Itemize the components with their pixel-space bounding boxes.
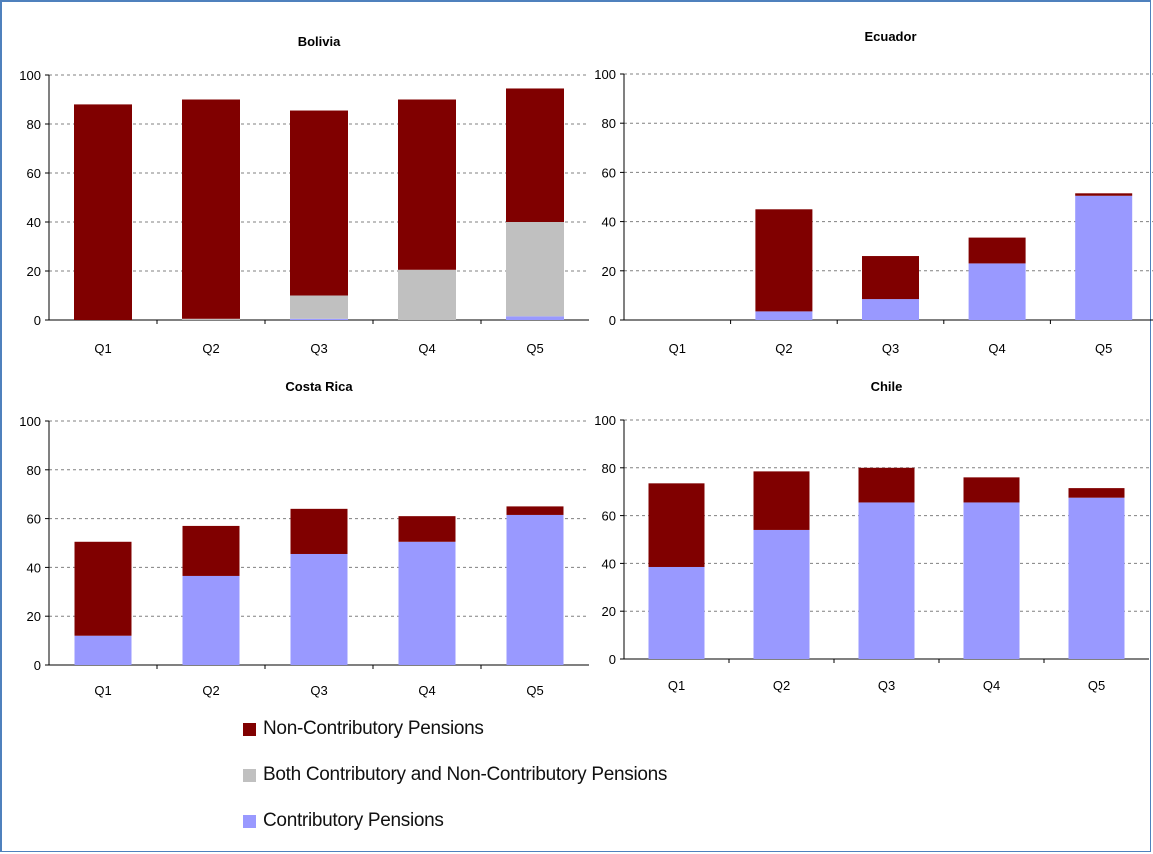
bar-costa-rica-q2-non-contributory [182,525,240,576]
x-tick-label-chile: Q2 [773,678,790,693]
x-tick-label-ecuador: Q1 [669,341,686,356]
legend-swatch-non-contributory [243,723,256,736]
x-tick-label-chile: Q5 [1088,678,1105,693]
bar-bolivia-q4-non-contributory [398,99,456,270]
y-tick-label-chile: 80 [602,461,616,476]
bar-chile-q2-contributory [753,529,810,659]
bar-costa-rica-q3-contributory [290,553,348,665]
bar-bolivia-q5-contributory [506,316,564,320]
bar-ecuador-q4-contributory [968,263,1026,320]
chart-title-ecuador: Ecuador [864,29,916,44]
bar-chile-q1-contributory [648,566,705,659]
bar-chile-q1-non-contributory [648,483,705,567]
x-tick-label-bolivia: Q5 [526,341,543,356]
bar-costa-rica-q1-non-contributory [74,541,132,636]
y-tick-label-costa-rica: 100 [19,414,41,429]
x-tick-label-costa-rica: Q3 [310,683,327,698]
y-tick-label-ecuador: 40 [602,215,616,230]
y-tick-label-chile: 60 [602,509,616,524]
y-tick-label-chile: 20 [602,604,616,619]
legend-label-contributory: Contributory Pensions [263,810,444,831]
y-tick-label-bolivia: 80 [27,117,41,132]
y-tick-label-costa-rica: 80 [27,463,41,478]
y-tick-label-chile: 100 [594,413,616,428]
y-tick-label-bolivia: 0 [34,313,41,328]
legend-label-non-contributory: Non-Contributory Pensions [263,718,484,739]
y-tick-label-ecuador: 60 [602,165,616,180]
y-tick-label-chile: 40 [602,556,616,571]
bar-bolivia-q5-both [506,222,564,317]
bar-chile-q4-non-contributory [963,477,1020,503]
x-tick-label-chile: Q1 [668,678,685,693]
y-tick-label-bolivia: 40 [27,215,41,230]
bar-chile-q5-non-contributory [1068,488,1125,498]
chart-chile: Chile 0 20 40 60 80 100 Q1 Q2 Q3 Q4 Q5 [594,379,1149,693]
chart-title-bolivia: Bolivia [298,34,341,49]
x-tick-label-costa-rica: Q2 [202,683,219,698]
x-tick-label-costa-rica: Q5 [526,683,543,698]
y-tick-label-bolivia: 20 [27,264,41,279]
bar-costa-rica-q5-contributory [506,514,564,665]
bar-ecuador-q5-contributory [1075,195,1133,320]
bar-ecuador-q3-non-contributory [862,256,919,300]
chart-costa-rica: Costa Rica 0 20 40 60 80 100 Q1 Q2 Q3 Q4 Q5 [19,379,589,698]
y-tick-label-chile: 0 [609,652,616,667]
bar-costa-rica-q2-contributory [182,575,240,665]
bar-ecuador-q3-contributory [862,299,919,320]
bar-bolivia-q5-non-contributory [506,88,564,222]
chart-ecuador: Ecuador 0 20 40 60 80 100 Q1 Q2 Q3 Q4 Q5 [594,29,1153,356]
y-tick-label-bolivia: 100 [19,68,41,83]
x-tick-label-ecuador: Q4 [988,341,1005,356]
x-tick-label-bolivia: Q1 [94,341,111,356]
y-tick-label-ecuador: 20 [602,264,616,279]
x-tick-label-ecuador: Q5 [1095,341,1112,356]
bar-bolivia-q2-both [182,318,240,320]
chart-bolivia: Bolivia 0 20 40 60 80 100 Q1 Q2 Q3 Q4 Q5 [19,34,589,356]
bar-costa-rica-q3-non-contributory [290,508,348,554]
bar-ecuador-q2-contributory [755,311,813,320]
bar-ecuador-q2-non-contributory [755,209,813,312]
bar-costa-rica-q4-contributory [398,541,456,665]
x-tick-label-bolivia: Q4 [418,341,435,356]
chart-title-chile: Chile [871,379,903,394]
x-tick-label-costa-rica: Q4 [418,683,435,698]
bar-ecuador-q4-non-contributory [968,237,1026,264]
bar-bolivia-q4-both [398,269,456,320]
bar-costa-rica-q5-non-contributory [506,506,564,515]
y-tick-label-costa-rica: 40 [27,560,41,575]
bar-bolivia-q3-non-contributory [290,110,348,296]
y-tick-label-costa-rica: 20 [27,609,41,624]
y-tick-label-ecuador: 80 [602,116,616,131]
bar-costa-rica-q1-contributory [74,635,132,665]
y-tick-label-bolivia: 60 [27,166,41,181]
bar-bolivia-q3-both [290,295,348,319]
bar-costa-rica-q4-non-contributory [398,516,456,542]
bar-bolivia-q3-contributory [290,318,348,320]
bar-chile-q5-contributory [1068,497,1125,659]
legend-swatch-contributory [243,815,256,828]
legend-label-both: Both Contributory and Non-Contributory P… [263,764,668,785]
x-tick-label-bolivia: Q3 [310,341,327,356]
bar-chile-q2-non-contributory [753,471,810,530]
x-tick-label-chile: Q4 [983,678,1000,693]
legend-swatch-both [243,769,256,782]
y-tick-label-ecuador: 0 [609,313,616,328]
chart-title-costa-rica: Costa Rica [285,379,353,394]
bar-bolivia-q2-non-contributory [182,99,240,319]
bar-bolivia-q1-non-contributory [74,104,132,321]
x-tick-label-chile: Q3 [878,678,895,693]
y-tick-label-costa-rica: 60 [27,512,41,527]
y-tick-label-ecuador: 100 [594,67,616,82]
bar-chile-q4-contributory [963,502,1020,659]
x-tick-label-bolivia: Q2 [202,341,219,356]
x-tick-label-ecuador: Q3 [882,341,899,356]
bar-ecuador-q5-non-contributory [1075,193,1133,196]
bar-chile-q3-contributory [858,502,915,659]
y-tick-label-costa-rica: 0 [34,658,41,673]
bar-chile-q3-non-contributory [858,467,915,503]
x-tick-label-costa-rica: Q1 [94,683,111,698]
x-tick-label-ecuador: Q2 [775,341,792,356]
